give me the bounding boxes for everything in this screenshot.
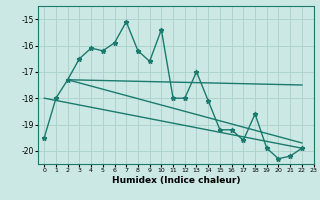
X-axis label: Humidex (Indice chaleur): Humidex (Indice chaleur) (112, 176, 240, 185)
